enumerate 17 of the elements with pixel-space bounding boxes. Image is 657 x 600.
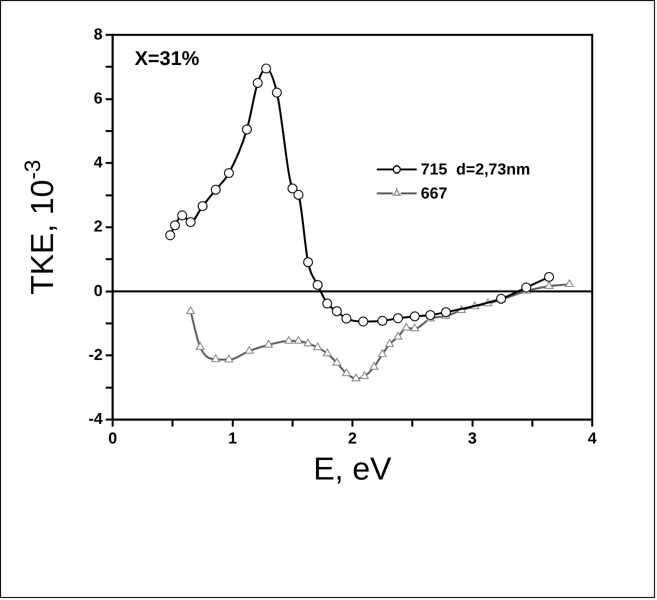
x-tick-label: 4 xyxy=(588,430,597,448)
y-tick-label: 2 xyxy=(94,218,103,236)
x-tick-label: 0 xyxy=(108,430,118,448)
y-axis-title: TKE, 10-3 xyxy=(20,160,60,295)
y-tick-label: -4 xyxy=(88,410,103,428)
y-tick-label: -2 xyxy=(88,346,103,364)
legend-label: 667 xyxy=(420,185,448,202)
x-tick-label: 3 xyxy=(468,430,477,448)
x-tick-label: 2 xyxy=(348,430,357,448)
x-tick-label: 1 xyxy=(228,430,238,448)
y-tick-label: 0 xyxy=(94,282,103,300)
y-tick-label: 6 xyxy=(94,90,103,108)
x-axis-title: E, eV xyxy=(313,450,392,486)
y-tick-label: 4 xyxy=(94,154,103,172)
annotation: X=31% xyxy=(134,48,200,70)
y-tick-label: 8 xyxy=(94,26,103,44)
legend-label: 715 d=2,73nm xyxy=(420,161,530,178)
